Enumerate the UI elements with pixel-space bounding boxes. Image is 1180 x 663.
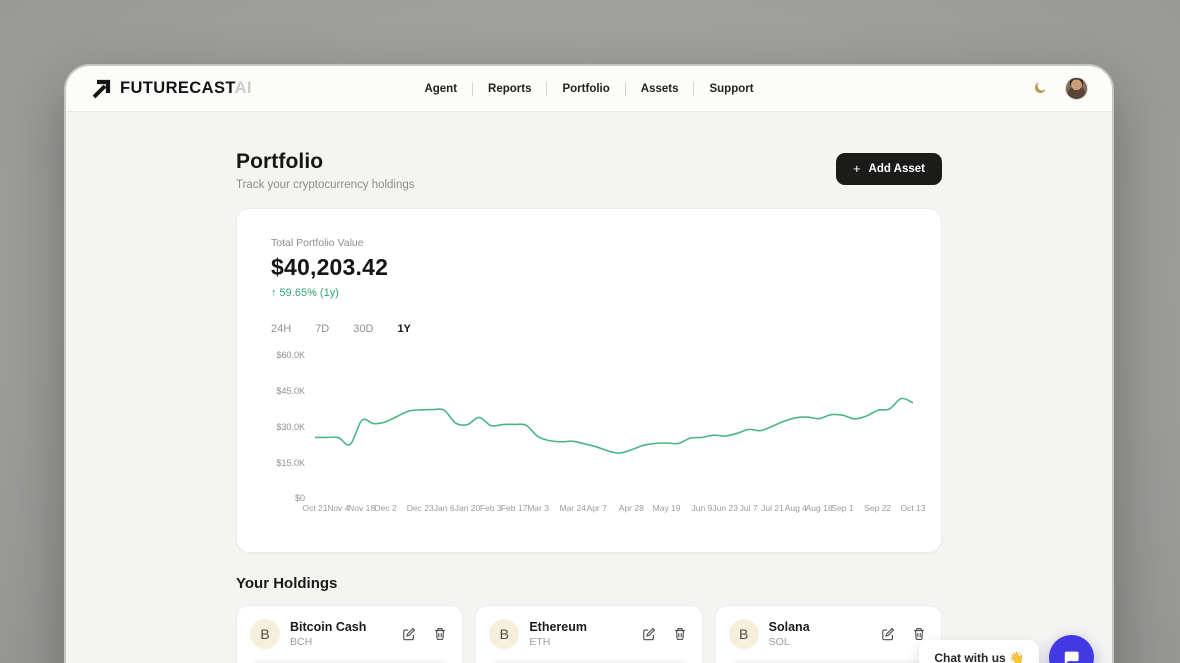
nav-item-portfolio[interactable]: Portfolio — [546, 81, 624, 96]
portfolio-value-card: Total Portfolio Value $40,203.42 ↑ 59.65… — [236, 208, 942, 553]
x-axis-label: Feb 3 — [479, 503, 502, 513]
portfolio-line-series — [315, 397, 913, 454]
range-tab-7d[interactable]: 7D — [315, 323, 330, 335]
page-subtitle: Track your cryptocurrency holdings — [236, 179, 415, 191]
nav-item-support[interactable]: Support — [693, 81, 768, 96]
coin-avatar: B — [489, 619, 520, 649]
y-axis-tick: $0 — [294, 493, 305, 503]
coin-name: Bitcoin Cash — [290, 620, 367, 634]
x-axis-label: Mar 3 — [527, 503, 549, 513]
coin-symbol: ETH — [529, 636, 551, 648]
appbar-right — [878, 77, 1088, 100]
x-axis-label: Jun 9 — [691, 503, 713, 513]
add-asset-button[interactable]: + Add Asset — [835, 153, 942, 185]
app-window: FUTURECASTAI Agent Reports Portfolio Ass… — [64, 64, 1114, 663]
y-axis-tick: $30.0K — [276, 422, 305, 432]
brand-name: FUTURECASTAI — [120, 79, 252, 97]
main-content: Portfolio Track your cryptocurrency hold… — [236, 112, 942, 663]
arrow-up-right-logo-icon — [92, 79, 111, 98]
delete-icon[interactable] — [673, 627, 687, 641]
portfolio-change-badge: ↑ 59.65% (1y) — [271, 287, 339, 299]
nav-item-agent[interactable]: Agent — [424, 82, 458, 95]
time-range-tabs: 24H 7D 30D 1Y — [271, 321, 907, 337]
coin-name: Solana — [768, 620, 810, 634]
page-header: Portfolio Track your cryptocurrency hold… — [236, 150, 942, 191]
x-axis-label: Aug 4 — [784, 503, 807, 513]
holdings-heading: Your Holdings — [236, 575, 338, 592]
x-axis-label: Jul 7 — [739, 503, 758, 513]
x-axis-label: Nov 4 — [327, 503, 350, 513]
x-axis-label: Jan 6 — [433, 503, 455, 513]
brand-logo: FUTURECASTAI — [90, 78, 300, 100]
portfolio-line-chart: $60.0K $45.0K $30.0K $15.0K $0 Oct 21 Nov… — [271, 350, 925, 523]
nav-item-reports[interactable]: Reports — [472, 81, 546, 96]
x-axis-label: Dec 23 — [406, 503, 434, 513]
holding-card-solana: B Solana SOL AI Score: — [714, 605, 942, 663]
dark-mode-moon-icon[interactable] — [1031, 80, 1049, 98]
x-axis-label: Sep 22 — [864, 503, 892, 513]
x-axis-label: Aug 18 — [805, 503, 833, 513]
x-axis-label: May 19 — [652, 503, 681, 513]
x-axis-label: Nov 18 — [348, 503, 376, 513]
x-axis-label: Sep 1 — [831, 503, 854, 513]
holdings-cards: B Bitcoin Cash BCH AI — [236, 605, 942, 663]
nav-item-assets[interactable]: Assets — [624, 81, 694, 96]
coin-name: Ethereum — [529, 620, 587, 634]
coin-avatar: B — [728, 619, 759, 649]
ai-score-pill: AI Score: -4 (Slightly Bearish) +1 — [489, 660, 689, 663]
ai-score-pill: AI Score: -1 (Slightly Bearish) +4 — [728, 660, 928, 663]
x-axis-label: Oct 21 — [302, 503, 328, 513]
chat-bubble-icon — [1064, 651, 1079, 663]
range-tab-30d[interactable]: 30D — [353, 323, 374, 335]
x-axis-label: Apr 7 — [586, 503, 607, 513]
user-avatar[interactable] — [1065, 77, 1088, 100]
x-axis-label: Feb 17 — [500, 503, 528, 513]
y-axis-tick: $45.0K — [276, 386, 305, 396]
brand-suffix: AI — [234, 79, 252, 97]
edit-icon[interactable] — [402, 627, 416, 641]
x-axis-label: Dec 2 — [374, 503, 397, 513]
main-nav: Agent Reports Portfolio Assets Support — [300, 81, 878, 96]
plus-icon: + — [852, 161, 861, 176]
delete-icon[interactable] — [433, 627, 447, 641]
total-portfolio-value: $40,203.42 — [271, 254, 389, 280]
chat-with-us-button[interactable]: Chat with us 👋 — [919, 639, 1039, 663]
chat-bubble-button[interactable] — [1049, 635, 1094, 663]
holding-card-ethereum: B Ethereum ETH AI Scor — [475, 605, 703, 663]
y-axis-tick: $60.0K — [276, 350, 305, 360]
range-tab-1y[interactable]: 1Y — [397, 323, 411, 335]
y-axis-tick: $15.0K — [276, 458, 305, 468]
coin-symbol: BCH — [290, 636, 313, 648]
line-chart-canvas — [315, 397, 913, 454]
x-axis-label: Mar 24 — [559, 503, 586, 513]
x-axis-label: Jan 20 — [454, 503, 481, 513]
holding-card-bitcoin-cash: B Bitcoin Cash BCH AI — [236, 605, 464, 663]
x-axis-label: Jul 21 — [761, 503, 784, 513]
x-axis-label: Oct 13 — [900, 503, 926, 513]
delete-icon[interactable] — [912, 627, 926, 641]
page-title: Portfolio — [236, 150, 324, 173]
coin-symbol: SOL — [768, 636, 790, 648]
coin-avatar: B — [250, 619, 280, 649]
app-bar: FUTURECASTAI Agent Reports Portfolio Ass… — [66, 66, 1112, 112]
range-tab-24h[interactable]: 24H — [271, 323, 292, 335]
ai-score-pill: AI Score: -1 (Slightly Bearish) — [250, 660, 450, 663]
total-portfolio-value-label: Total Portfolio Value — [271, 237, 364, 249]
edit-icon[interactable] — [881, 627, 895, 641]
edit-icon[interactable] — [642, 627, 656, 641]
x-axis-label: Apr 28 — [618, 503, 644, 513]
chat-widget: Chat with us 👋 — [919, 635, 1094, 663]
x-axis-labels: Oct 21 Nov 4 Nov 18 Dec 2 Dec 23 Jan 6 Jan 20 F… — [302, 503, 925, 517]
x-axis-label: Jun 23 — [712, 503, 738, 513]
